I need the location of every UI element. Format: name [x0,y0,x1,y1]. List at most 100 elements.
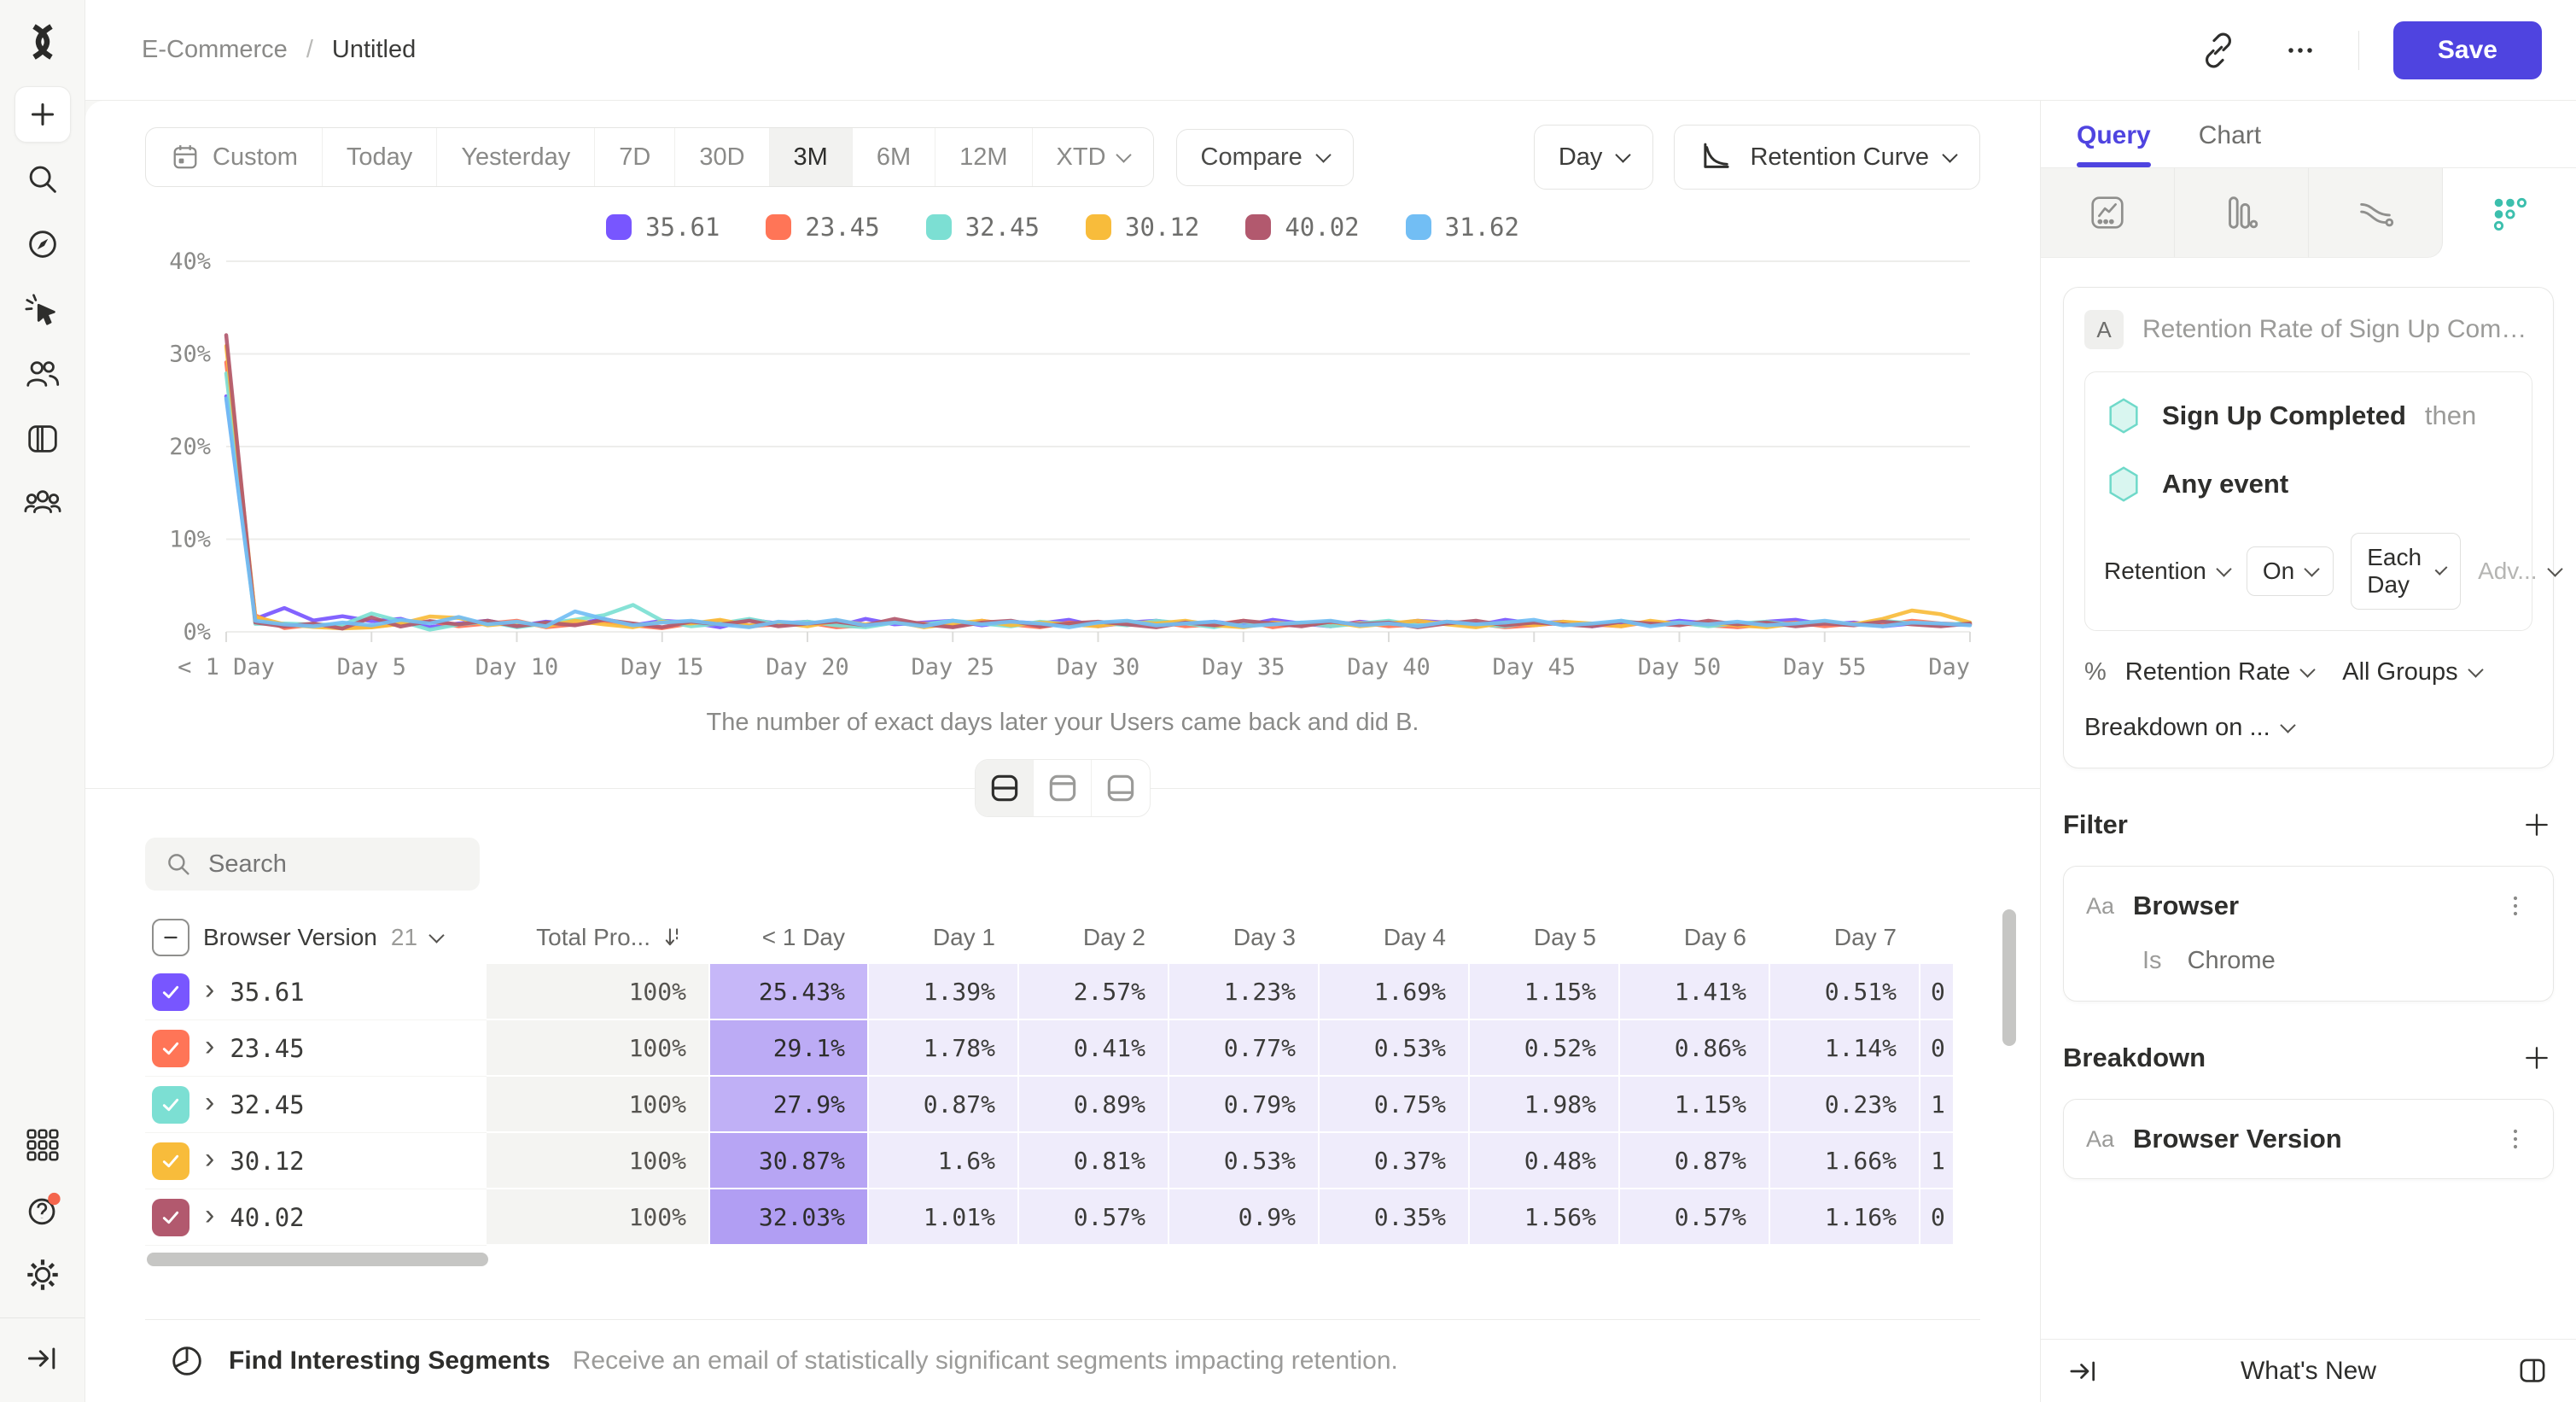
retention-line-chart[interactable]: 0% 10% 20% 30% 40% < 1 Day Day 5 Day 10 Day 15 Da… [145,246,1980,707]
day-cell[interactable]: 2.57% [1017,964,1168,1020]
date-range-3m[interactable]: 3M [769,128,853,186]
day-cell[interactable]: 1.39% [867,964,1017,1020]
column-header[interactable]: Day 6 [1683,924,1746,950]
first-day-cell[interactable]: 27.9% [708,1077,867,1133]
filter-value[interactable]: Chrome [2187,947,2276,974]
day-cell[interactable]: 0.57% [1017,1189,1168,1246]
retention-report-tab[interactable] [2443,167,2576,258]
event-step-1[interactable]: Sign Up Completed then [2104,396,2513,435]
day-cell[interactable]: 0.79% [1168,1077,1318,1133]
mixpanel-logo-icon[interactable] [15,14,71,70]
column-header[interactable]: Day 5 [1533,924,1596,950]
settings-gear-icon[interactable] [15,1247,71,1303]
day-cell[interactable]: 1.6% [867,1133,1017,1189]
create-new-button[interactable] [14,86,71,143]
day-cell[interactable]: 0.87% [867,1077,1017,1133]
expand-chevron-icon[interactable]: › [205,1085,215,1119]
tab-chart[interactable]: Chart [2198,121,2262,149]
horizontal-scrollbar[interactable] [147,1253,488,1266]
vertical-scrollbar[interactable] [2002,909,2016,1046]
day-cell[interactable]: 0.77% [1168,1020,1318,1077]
legend-item[interactable]: 31.62 [1405,213,1519,242]
day-cell[interactable]: 0.75% [1318,1077,1468,1133]
row-checkbox[interactable] [152,1029,189,1067]
each-day-dropdown[interactable]: Each Day [2351,533,2462,610]
day-cell[interactable]: 1.14% [1769,1020,1919,1077]
breakdown-on-dropdown[interactable]: Breakdown on ... [2084,714,2296,742]
day-cell[interactable]: 1.56% [1468,1189,1618,1246]
funnels-report-tab[interactable] [2175,167,2309,258]
row-checkbox[interactable] [152,1085,189,1124]
column-header[interactable]: Total Pro... [487,911,708,964]
split-view-button[interactable] [976,760,1034,816]
legend-item[interactable]: 30.12 [1086,213,1199,242]
total-cell[interactable]: 100% [487,1077,708,1133]
day-cell[interactable]: 0.89% [1017,1077,1168,1133]
tab-query[interactable]: Query [2077,121,2151,167]
total-cell[interactable]: 100% [487,1189,708,1246]
day-cell[interactable]: 0.35% [1318,1189,1468,1246]
add-breakdown-button[interactable] [2520,1041,2554,1075]
date-range-6m[interactable]: 6M [853,128,936,186]
filter-operator[interactable]: Is [2142,947,2162,974]
breadcrumb-current[interactable]: Untitled [331,36,417,63]
sort-descending-icon[interactable] [661,925,686,950]
expand-chevron-icon[interactable]: › [205,1029,215,1062]
day-cell[interactable]: 0.9% [1168,1189,1318,1246]
legend-item[interactable]: 35.61 [606,213,720,242]
date-range-30d[interactable]: 30D [675,128,770,186]
date-range-today[interactable]: Today [323,128,438,186]
day-cell[interactable]: 1.01% [867,1189,1017,1246]
compare-button[interactable]: Compare [1175,128,1354,186]
day-cell[interactable]: 0.81% [1017,1133,1168,1189]
date-range-7d[interactable]: 7D [595,128,676,186]
day-cell[interactable]: 1.16% [1769,1189,1919,1246]
collapse-rail-icon[interactable] [15,1330,71,1387]
search-nav-icon[interactable] [15,151,71,207]
search-input[interactable] [208,850,464,879]
on-dropdown[interactable]: On [2246,546,2334,596]
chart-only-view-button[interactable] [1034,760,1092,816]
collapse-panel-icon[interactable] [2066,1354,2101,1388]
date-range-12m[interactable]: 12M [935,128,1033,186]
day-cell[interactable]: 0.52% [1468,1020,1618,1077]
day-cell[interactable]: 1.41% [1618,964,1769,1020]
first-day-cell[interactable]: 32.03% [708,1189,867,1246]
users-icon[interactable] [15,346,71,402]
table-search[interactable] [145,838,480,891]
query-title[interactable]: Retention Rate of Sign Up Compl... [2142,315,2532,343]
date-range-yesterday[interactable]: Yesterday [437,128,596,186]
more-options-icon[interactable] [2276,26,2324,74]
day-cell[interactable]: 0.41% [1017,1020,1168,1077]
help-icon[interactable] [15,1182,71,1238]
whats-new-link[interactable]: What's New [2240,1356,2377,1385]
total-cell[interactable]: 100% [487,1020,708,1077]
date-range-custom[interactable]: Custom [146,128,323,186]
day-cell[interactable]: 1.23% [1168,964,1318,1020]
expand-chevron-icon[interactable]: › [205,1198,215,1231]
apps-grid-icon[interactable] [15,1117,71,1173]
group-column-header[interactable]: Browser Version 21 [145,911,487,964]
expand-chevron-icon[interactable]: › [205,973,215,1006]
cohorts-icon[interactable] [15,476,71,532]
column-header[interactable]: Day 3 [1233,924,1296,950]
day-cell[interactable]: 1.15% [1618,1077,1769,1133]
select-all-checkbox[interactable] [152,919,189,956]
column-header[interactable]: Day 1 [932,924,995,950]
day-cell[interactable]: 0.48% [1468,1133,1618,1189]
day-cell[interactable]: 1.98% [1468,1077,1618,1133]
row-checkbox[interactable] [152,1142,189,1180]
granularity-dropdown[interactable]: Day [1533,125,1654,190]
day-cell[interactable]: 0.51% [1769,964,1919,1020]
groups-dropdown[interactable]: All Groups [2342,658,2484,686]
row-checkbox[interactable] [152,1198,189,1236]
layout-columns-icon[interactable] [2515,1353,2550,1389]
events-cursor-icon[interactable] [15,281,71,337]
legend-item[interactable]: 23.45 [766,213,880,242]
chart-type-dropdown[interactable]: Retention Curve [1674,125,1980,190]
day-cell[interactable]: 1.69% [1318,964,1468,1020]
row-checkbox[interactable] [152,973,189,1011]
legend-item[interactable]: 40.02 [1245,213,1360,242]
day-cell[interactable]: 0.53% [1168,1133,1318,1189]
copy-link-icon[interactable] [2194,26,2242,74]
